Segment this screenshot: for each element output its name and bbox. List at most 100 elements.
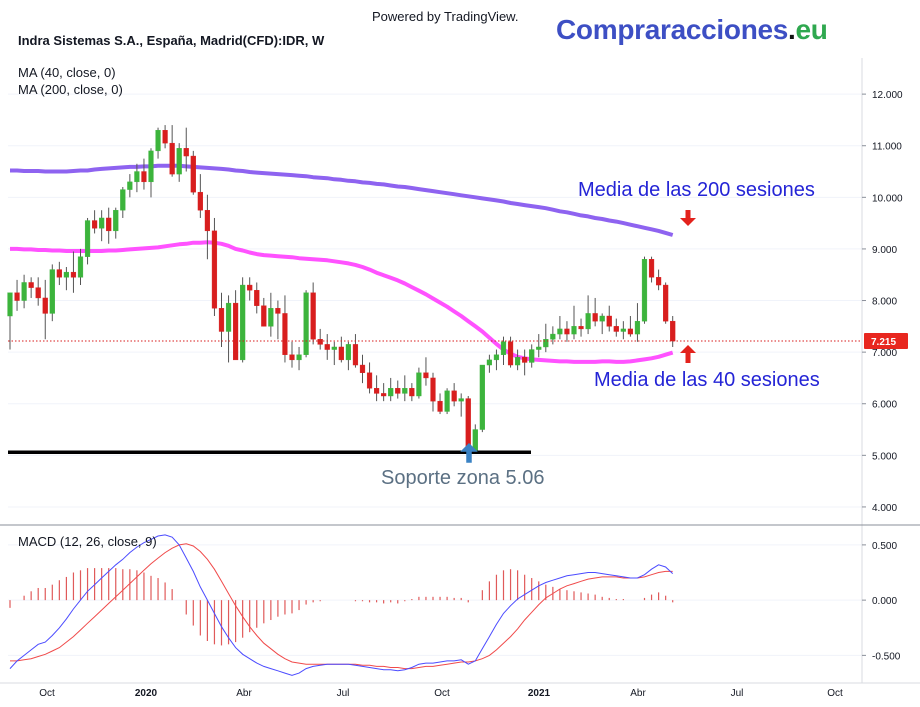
candle-body [225, 302, 232, 332]
macd-legend[interactable]: MACD (12, 26, close, 9) [18, 534, 157, 549]
ma40-legend[interactable]: MA (40, close, 0) [18, 65, 116, 80]
candle-body [7, 292, 13, 317]
candle-body [141, 171, 147, 183]
candle-body [472, 429, 478, 451]
candle-body [536, 346, 542, 350]
price-axis-label: 12.000 [872, 90, 903, 101]
candle-body [571, 326, 577, 335]
candle-body [395, 388, 401, 394]
candle-body [543, 339, 549, 348]
candle-body [381, 393, 387, 397]
candle-body [324, 344, 330, 350]
macd-layer [9, 534, 674, 676]
candle-body [479, 364, 485, 430]
candle-body [359, 364, 366, 373]
candle-body [148, 150, 154, 183]
candle-body [296, 354, 302, 361]
candle-body [550, 333, 556, 340]
candle-body [430, 377, 436, 402]
candle-body [416, 372, 422, 397]
candle-body [641, 259, 648, 322]
candle-body [352, 344, 359, 366]
brand-part-2: . [788, 14, 796, 45]
candle-body [606, 315, 612, 327]
ma40-arrow-icon [680, 345, 696, 363]
time-axis-label: Oct [827, 688, 843, 699]
candle-body [197, 191, 203, 211]
time-axis-label: Oct [434, 688, 450, 699]
candle-body [458, 398, 464, 402]
candle-body [388, 388, 394, 397]
candle-body [423, 372, 429, 379]
time-axis-label: Oct [39, 688, 55, 699]
ma200-arrow-icon [680, 210, 696, 226]
last-price-badge [864, 333, 908, 350]
candle-body [486, 359, 493, 366]
candle-body [84, 220, 91, 257]
candle-body [648, 259, 655, 278]
overlay-layer [8, 210, 862, 463]
price-axis-label: 5.000 [872, 451, 897, 462]
candle-body [261, 305, 267, 327]
candle-body [437, 400, 443, 412]
symbol-title[interactable]: Indra Sistemas S.A., España, Madrid(CFD)… [18, 33, 325, 48]
candle-body [564, 328, 570, 335]
candle-body [162, 130, 168, 144]
time-axis-label: Abr [630, 688, 646, 699]
candle-body [113, 210, 119, 232]
support-arrow-icon [460, 443, 478, 463]
candle-body [63, 271, 70, 278]
candle-body [106, 217, 112, 232]
candle-body [218, 308, 225, 332]
candle-body [204, 210, 211, 232]
candle-body [134, 171, 140, 183]
candle-body [317, 339, 323, 345]
price-axis-label: 7.000 [872, 348, 897, 359]
ma200-annotation: Media de las 200 sesiones [578, 179, 815, 201]
candle-body [35, 287, 41, 299]
signal-line [10, 543, 673, 670]
candles-layer [7, 125, 676, 453]
brand-logo[interactable]: Compraracciones.eu [556, 14, 828, 46]
time-axis-label: Jul [731, 688, 744, 699]
candle-body [155, 130, 161, 152]
candle-body [444, 390, 450, 412]
candle-body [507, 341, 514, 366]
time-axis-label: Jul [337, 688, 350, 699]
axes-layer: 12.000 11.000 10.000 9.000 8.000 7.000 6.000 5.… [0, 58, 920, 699]
candle-body [247, 284, 253, 291]
ma40-line [10, 240, 674, 364]
candle-body [670, 320, 676, 342]
candle-body [254, 290, 260, 306]
candle-body [99, 217, 105, 229]
candle-body [585, 313, 591, 330]
candle-body [275, 308, 281, 314]
candle-body [14, 292, 20, 301]
price-axis-label: 11.000 [872, 142, 902, 153]
candle-body [183, 148, 189, 157]
candle-body [127, 181, 133, 190]
candle-body [91, 220, 98, 229]
ma200-layer [10, 163, 674, 237]
macd-axis-label: 0.500 [872, 541, 897, 552]
candle-body [374, 388, 380, 394]
price-axis-label: 6.000 [872, 400, 897, 411]
candle-body [77, 256, 84, 278]
candle-body [663, 284, 669, 322]
candle-body [465, 398, 471, 451]
candle-body [402, 388, 408, 394]
candle-body [557, 328, 563, 335]
brand-part-3: eu [795, 14, 828, 45]
macd-axis-label: -0.500 [872, 651, 901, 662]
candle-body [21, 282, 27, 301]
candle-body [366, 372, 373, 389]
candle-body [529, 349, 535, 363]
support-annotation: Soporte zona 5.06 [381, 467, 545, 489]
candle-body [268, 308, 274, 327]
candle-body [500, 341, 507, 355]
ma200-legend[interactable]: MA (200, close, 0) [18, 82, 123, 97]
candle-body [49, 269, 55, 314]
candle-body [409, 388, 415, 397]
price-axis-label: 10.000 [872, 193, 903, 204]
candle-body [620, 328, 626, 332]
